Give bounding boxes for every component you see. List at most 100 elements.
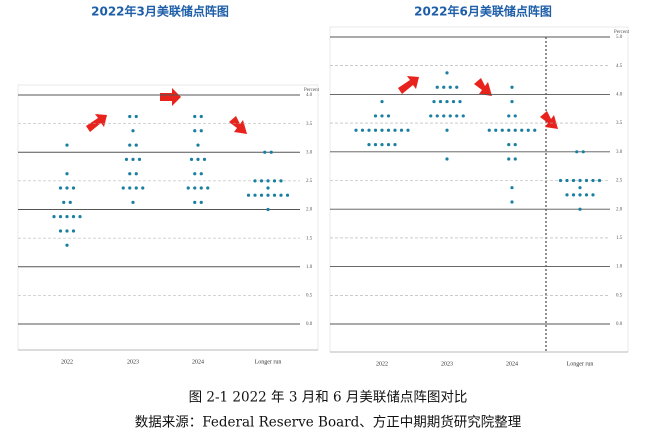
dot xyxy=(128,143,132,147)
dot xyxy=(199,172,203,176)
y-tick-label: 2.5 xyxy=(306,179,313,184)
x-tick-label: Longer run xyxy=(567,361,594,367)
dot xyxy=(134,114,138,119)
dot xyxy=(578,207,582,211)
x-tick-label: Longer run xyxy=(255,359,282,365)
dot xyxy=(442,114,446,118)
dot xyxy=(513,143,517,147)
arrow xyxy=(86,114,107,132)
dot xyxy=(373,114,378,118)
dot xyxy=(65,172,69,176)
dot xyxy=(202,157,207,162)
x-tick-label: 2024 xyxy=(192,359,204,365)
arrow xyxy=(474,78,492,96)
y-tick-label: 1.0 xyxy=(306,265,313,270)
dot xyxy=(52,215,56,219)
dot xyxy=(266,179,270,183)
dot xyxy=(65,143,69,147)
dot xyxy=(199,129,203,133)
dot xyxy=(578,186,582,190)
dot xyxy=(128,172,132,176)
dot xyxy=(354,128,358,132)
x-tick-label: 2022 xyxy=(376,361,388,367)
dot xyxy=(571,193,576,197)
dot xyxy=(510,200,514,204)
dot xyxy=(263,150,267,154)
dot xyxy=(507,143,511,147)
dot xyxy=(193,200,197,204)
dot xyxy=(520,128,524,132)
x-tick-label: 2022 xyxy=(61,359,73,365)
x-tick-label: 2023 xyxy=(127,359,139,365)
dot xyxy=(259,193,264,197)
dot xyxy=(558,178,563,183)
dot xyxy=(71,186,76,190)
y-tick-label: 0.0 xyxy=(616,322,623,327)
dot xyxy=(380,114,384,118)
dot xyxy=(199,200,203,204)
dot xyxy=(571,178,576,183)
dot xyxy=(128,186,132,190)
dot xyxy=(246,193,251,197)
y-tick-label: 4.0 xyxy=(306,93,313,98)
plot-frame xyxy=(329,26,629,353)
y-unit-label: Percent xyxy=(614,30,630,35)
dot xyxy=(253,193,257,197)
dot xyxy=(124,157,129,162)
y-tick-label: 2.0 xyxy=(616,207,623,212)
dot xyxy=(386,114,391,118)
dot xyxy=(565,178,569,183)
dot xyxy=(65,186,69,190)
y-tick-label: 3.5 xyxy=(616,121,623,126)
dot xyxy=(429,114,433,118)
y-tick-label: 2.0 xyxy=(306,208,313,213)
dot xyxy=(62,200,66,204)
dot xyxy=(193,114,197,119)
dot xyxy=(435,85,439,89)
dot xyxy=(533,128,537,132)
dot xyxy=(526,128,530,132)
plot-frame xyxy=(17,84,319,351)
dot xyxy=(445,71,449,75)
dot xyxy=(513,128,517,132)
dot xyxy=(186,186,190,190)
dot xyxy=(445,157,449,161)
arrow xyxy=(398,76,419,94)
dot xyxy=(510,99,514,104)
y-tick-label: 1.0 xyxy=(616,265,623,270)
dot xyxy=(461,114,465,118)
dot xyxy=(199,186,203,190)
dot xyxy=(266,186,270,190)
dot xyxy=(578,178,582,183)
dot xyxy=(581,150,585,154)
dot xyxy=(367,128,371,132)
dot xyxy=(500,128,504,132)
x-tick-label: 2024 xyxy=(506,361,518,367)
dot xyxy=(393,143,397,147)
dot xyxy=(266,207,270,212)
dot xyxy=(196,157,200,162)
dot xyxy=(367,143,371,147)
dot xyxy=(386,128,391,132)
dot xyxy=(131,200,135,204)
dot xyxy=(71,215,76,219)
dot xyxy=(432,99,436,104)
dot xyxy=(591,193,595,197)
source: 数据来源：Federal Reserve Board、方正中期期货研究院整理 xyxy=(135,414,522,431)
dot xyxy=(58,215,63,219)
dot xyxy=(285,193,290,197)
dot xyxy=(438,99,443,104)
dot xyxy=(71,229,76,233)
dot xyxy=(507,157,511,161)
dot xyxy=(451,99,456,104)
dot xyxy=(455,114,459,118)
y-tick-label: 0.0 xyxy=(306,322,313,327)
dot xyxy=(134,186,138,190)
dot xyxy=(137,157,142,162)
y-tick-label: 0.5 xyxy=(306,294,313,299)
dot xyxy=(272,193,277,197)
dot xyxy=(380,143,384,147)
dot xyxy=(360,128,365,132)
y-tick-label: 3.0 xyxy=(306,150,313,155)
